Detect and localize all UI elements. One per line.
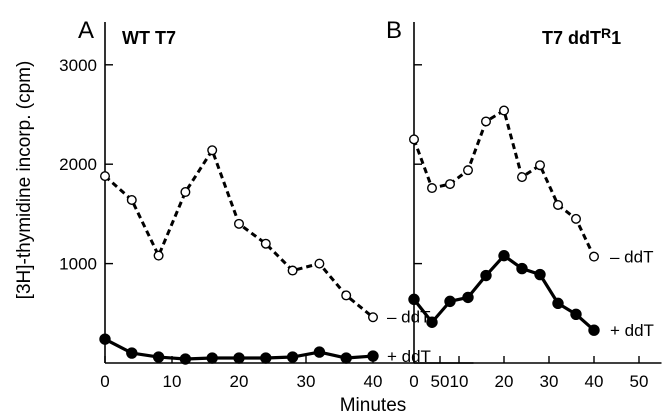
data-point [206,352,218,364]
series-label: + ddT [387,347,431,366]
x-tick-label: 10 [450,372,469,391]
data-point [233,218,244,229]
data-point [314,258,325,269]
data-point [260,238,271,249]
data-point [286,351,299,363]
x-tick-label: 50 [431,372,450,391]
data-point [340,352,352,364]
data-point [498,249,510,262]
series-line-plus-ddt [412,254,596,332]
data-point [126,347,138,359]
x-tick-label: 20 [495,372,514,391]
y-tick-label: 2000 [59,155,97,174]
panel-title: WT T7 [122,28,176,48]
panel-letter: A [78,17,94,44]
x-tick-label: 50 [630,372,649,391]
data-point [499,105,510,116]
data-point [534,268,546,281]
y-axis-label: [3H]-thymidine incorp. (cpm) [14,61,35,300]
data-point [426,316,438,328]
data-point [126,194,137,205]
data-point [571,213,582,224]
data-point [463,165,474,176]
x-axis-label: Minutes [340,395,407,416]
data-point [368,312,379,323]
x-tick-label: 0 [100,372,109,391]
series-label: + ddT [610,321,654,340]
data-point [570,308,582,320]
data-point [408,293,420,306]
data-point [535,160,546,171]
data-point [516,262,528,275]
x-tick-label: 30 [297,372,316,391]
data-point [462,291,474,304]
data-point [409,134,420,145]
y-tick-label: 3000 [59,56,97,75]
data-point [152,351,165,363]
data-point [589,251,600,262]
series-line-minus-ddt [412,109,596,258]
series-label: – ddT [387,307,430,326]
x-tick-label: 40 [364,372,383,391]
series-label: – ddT [610,248,653,267]
data-point [444,295,456,308]
panel-a: 0 10 20 30 40 50 1000 2000 3000 A WT T7 – ddT + ddT [59,17,474,391]
data-point [517,172,528,183]
x-tick-label: 10 [163,372,182,391]
x-tick-label: 30 [540,372,559,391]
data-point [367,350,379,362]
y-tick-label: 1000 [59,255,97,274]
data-point [180,187,191,198]
panel-b: 0 10 20 30 40 50 B T7 ddTR1 – ddT + ddT [386,17,662,391]
data-point [445,179,456,190]
data-point [341,290,352,301]
data-point [427,183,438,194]
data-point [153,250,164,261]
panel-title: T7 ddTR1 [542,25,621,48]
data-point [260,352,272,364]
x-tick-label: 20 [230,372,249,391]
data-point [287,265,298,276]
x-tick-label: 0 [409,372,418,391]
data-point [179,353,192,365]
data-point [553,199,564,210]
data-point [313,346,326,358]
series-line-minus-ddt [104,148,374,319]
data-point [99,171,110,182]
data-point [588,324,600,336]
data-point [99,333,111,345]
data-point [481,116,492,127]
x-tick-label: 40 [585,372,604,391]
data-point [207,145,218,156]
data-point [480,269,492,282]
data-point [552,297,564,310]
data-point [233,352,245,364]
panel-letter: B [386,17,402,44]
